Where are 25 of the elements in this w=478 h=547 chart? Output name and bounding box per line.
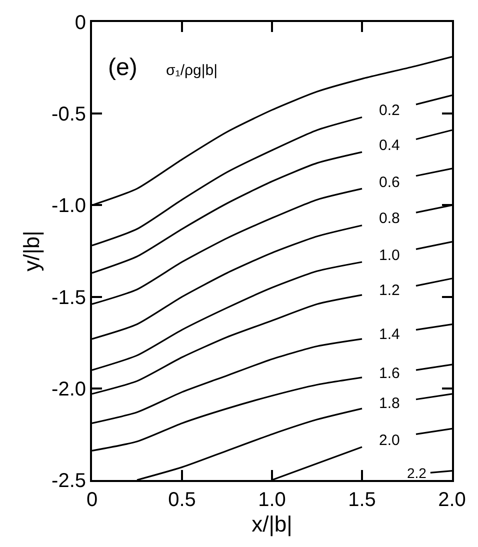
series-label: 1.8 <box>379 395 400 412</box>
y-tick-label: -2.5 <box>52 470 86 492</box>
series-label: 1.0 <box>379 247 400 264</box>
y-tick-label: -1.5 <box>52 286 86 309</box>
series-label: 0.2 <box>379 102 400 119</box>
x-axis-title: x/|b| <box>252 511 292 536</box>
series-label: 1.4 <box>379 326 400 343</box>
series-label: 0.8 <box>379 210 400 227</box>
series-label: 0.6 <box>379 174 400 191</box>
x-tick-label: 2.0 <box>438 489 466 511</box>
series-label: 2.0 <box>379 432 400 449</box>
x-tick-label: 1.5 <box>348 489 376 511</box>
y-tick-label: 0 <box>74 12 86 34</box>
series-label: 0.4 <box>379 137 400 154</box>
y-tick-label: -0.5 <box>52 104 86 126</box>
y-tick-label: -1.0 <box>52 195 86 218</box>
y-tick-label: -2.0 <box>52 378 86 400</box>
y-axis-title: y/|b| <box>18 230 44 272</box>
series-label: 1.2 <box>379 282 400 299</box>
series-label: 2.2 <box>407 465 427 481</box>
annotation: (e) <box>108 54 138 81</box>
series-label: 1.6 <box>379 365 400 382</box>
annotation: σ₁/ρg|b| <box>166 62 218 79</box>
x-tick-label: 0.5 <box>168 489 196 511</box>
x-tick-label: 1.0 <box>258 489 286 511</box>
